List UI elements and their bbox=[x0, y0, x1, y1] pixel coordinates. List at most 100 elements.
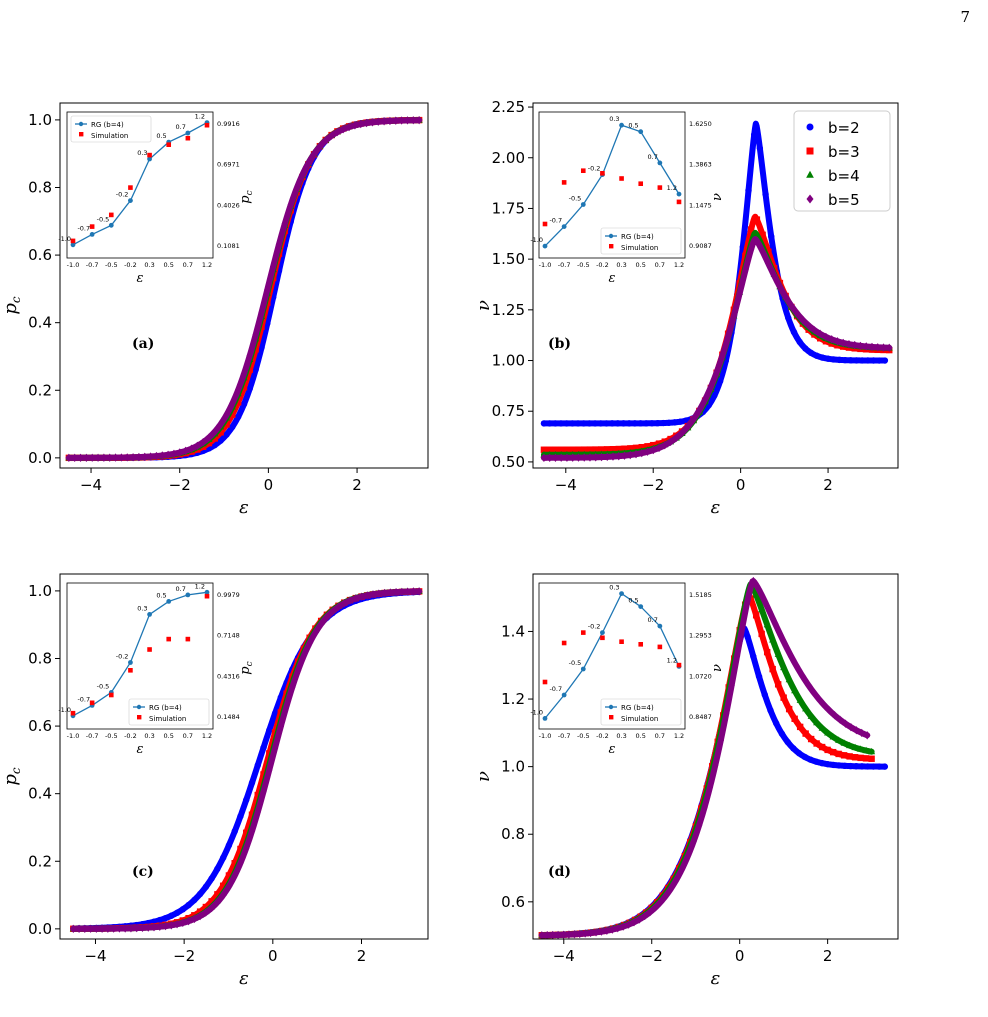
data-point bbox=[774, 681, 782, 688]
data-point bbox=[724, 332, 732, 341]
inset-sim-point bbox=[147, 152, 152, 158]
data-point bbox=[208, 898, 215, 905]
data-point bbox=[214, 898, 221, 907]
data-point bbox=[153, 451, 160, 461]
data-point bbox=[264, 285, 271, 294]
data-point bbox=[674, 873, 681, 883]
data-point bbox=[211, 435, 219, 442]
y-tick-label: 0.4 bbox=[28, 785, 52, 803]
inset-y-axis-label: pc bbox=[238, 190, 255, 203]
data-point bbox=[853, 726, 860, 735]
data-point bbox=[260, 787, 267, 796]
inset-legend: RG (b=4) Simulation bbox=[600, 698, 682, 726]
inset-rg-point-label: 1.2 bbox=[667, 184, 677, 192]
data-point bbox=[271, 710, 279, 717]
data-point bbox=[853, 357, 860, 364]
data-point bbox=[223, 410, 230, 420]
data-point bbox=[246, 351, 254, 360]
data-point bbox=[758, 630, 765, 638]
data-point bbox=[840, 739, 848, 746]
data-point bbox=[266, 765, 273, 775]
inset-rg-point-label: -0.7 bbox=[77, 695, 90, 703]
inset-rg-point bbox=[147, 612, 152, 617]
inset-rg-point bbox=[147, 156, 152, 162]
data-point bbox=[415, 116, 423, 125]
inset-x-tick-label: 1.2 bbox=[674, 732, 684, 740]
data-point bbox=[150, 923, 158, 932]
data-point bbox=[769, 636, 777, 643]
data-point bbox=[759, 231, 766, 239]
data-point bbox=[565, 930, 573, 939]
inset-rg-line bbox=[544, 592, 680, 719]
data-point bbox=[609, 925, 616, 934]
data-point bbox=[632, 444, 640, 452]
inset-sim-point bbox=[89, 700, 95, 706]
panel-label: (a) bbox=[132, 336, 154, 352]
panel-b: −4 −2 0 2 0.50 0.75 1.00 1.25 1.50 1.75 2.00 2.25 ε ν… bbox=[473, 98, 899, 518]
inset-rg-point-label: -0.7 bbox=[77, 224, 90, 232]
data-point bbox=[875, 763, 883, 770]
data-point bbox=[851, 340, 858, 350]
data-point bbox=[671, 419, 678, 426]
data-point bbox=[205, 433, 213, 442]
data-point bbox=[592, 928, 600, 937]
inset-rg-point bbox=[676, 191, 682, 197]
inset-sim-point bbox=[70, 238, 76, 244]
data-point bbox=[845, 339, 853, 349]
y-tick-label: 1.75 bbox=[492, 199, 525, 217]
x-tick-label: −2 bbox=[169, 476, 191, 494]
x-tick-label: −2 bbox=[173, 947, 195, 965]
data-point bbox=[752, 612, 760, 619]
inset-x-axis-label: ε bbox=[137, 271, 144, 286]
data-point bbox=[575, 446, 582, 453]
data-point bbox=[696, 406, 703, 415]
data-point bbox=[540, 453, 548, 462]
inset-x-tick-label: -0.2 bbox=[596, 732, 609, 740]
data-point bbox=[258, 344, 265, 351]
inset-y-right-tick-label: 1.3863 bbox=[689, 161, 712, 169]
panel-c: −4 −2 0 2 0.0 0.2 0.4 0.6 0.8 1.0 ε pc (c) -1.0 -0.7 -0… bbox=[0, 573, 429, 989]
inset: -1.0 -0.7 -0.5 -0.2 0.3 0.5 0.7 1.2 -1.0 -0.7 -0.5… bbox=[58, 111, 255, 286]
data-point bbox=[765, 259, 772, 268]
inset-x-tick-label: 0.3 bbox=[616, 732, 626, 740]
data-point bbox=[723, 709, 730, 718]
inset-rg-point bbox=[638, 129, 644, 135]
inset-rg-point-label: 1.2 bbox=[667, 656, 677, 664]
x-axis-label: ε bbox=[711, 497, 721, 518]
data-point bbox=[650, 445, 657, 455]
data-point bbox=[287, 200, 294, 210]
inset-rg-point-label: 0.5 bbox=[156, 591, 166, 599]
data-point bbox=[742, 266, 749, 275]
data-point bbox=[219, 854, 227, 861]
axes-frame bbox=[532, 573, 899, 940]
data-point bbox=[135, 452, 143, 462]
data-point bbox=[173, 909, 181, 917]
data-point bbox=[223, 421, 230, 428]
y-tick-label: 0.0 bbox=[28, 920, 52, 938]
data-point bbox=[139, 923, 146, 933]
inset-x-axis-label: ε bbox=[137, 742, 144, 757]
data-point bbox=[758, 605, 766, 612]
data-point bbox=[269, 262, 277, 271]
data-point bbox=[604, 446, 611, 453]
data-point bbox=[335, 602, 342, 612]
inset-legend-label: RG (b=4) bbox=[621, 233, 654, 241]
data-point bbox=[625, 420, 633, 427]
y-tick-label: 0.6 bbox=[28, 246, 52, 264]
data-point bbox=[636, 915, 643, 924]
data-point bbox=[141, 452, 148, 461]
inset-rg-point-label: 0.3 bbox=[137, 604, 147, 612]
data-point bbox=[620, 420, 627, 427]
inset-sim-point bbox=[108, 692, 114, 698]
data-point bbox=[796, 723, 804, 731]
x-tick-label: 0 bbox=[735, 947, 745, 965]
inset-sim-point bbox=[185, 135, 191, 141]
data-point bbox=[772, 720, 780, 727]
data-point bbox=[813, 740, 820, 747]
inset-legend-label: Simulation bbox=[621, 715, 658, 723]
data-point bbox=[164, 450, 172, 459]
inset-legend-label: Simulation bbox=[91, 132, 128, 140]
data-point bbox=[275, 240, 283, 249]
data-point bbox=[609, 446, 617, 453]
data-point bbox=[229, 399, 236, 408]
